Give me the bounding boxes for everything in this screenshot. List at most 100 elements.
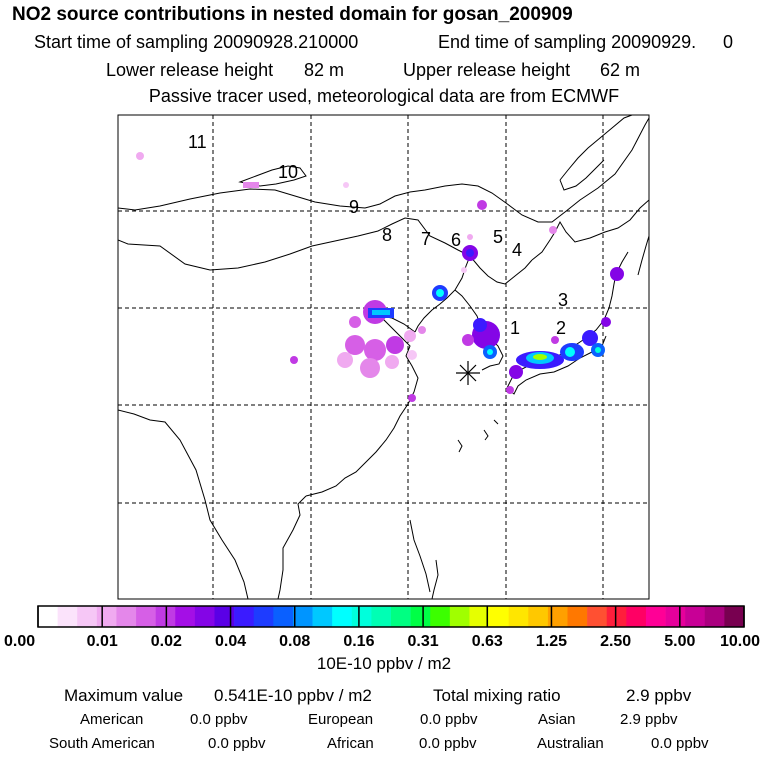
plume-cell: [360, 358, 380, 378]
colorbar-cell: [567, 606, 588, 627]
island-outline: [457, 439, 463, 453]
plume-cell: [136, 152, 144, 160]
colorbar-unit: 10E-10 ppbv / m2: [316, 654, 452, 673]
domain-label-8: 8: [382, 225, 392, 245]
colorbar-cell: [665, 606, 686, 627]
coastline: [637, 235, 649, 276]
colorbar-cell: [449, 606, 470, 627]
graticule: [118, 115, 649, 599]
region-value: 0.0 ppbv: [420, 711, 478, 728]
plume-cell: [551, 336, 559, 344]
total-mixing-value: 2.9 ppbv: [626, 686, 692, 705]
colorbar-cell: [253, 606, 274, 627]
coastline: [277, 495, 307, 599]
colorbar-cell: [116, 606, 137, 627]
colorbar-tick-label: 0.63: [472, 633, 503, 650]
max-value: 0.541E-10 ppbv / m2: [214, 686, 372, 705]
colorbar-cell: [489, 606, 509, 627]
colorbar-cell: [194, 606, 215, 627]
colorbar-cell: [214, 606, 235, 627]
end-time-value: 0: [723, 32, 734, 52]
colorbar-tick-label: 0.31: [408, 633, 439, 650]
colorbar-cell: [96, 606, 117, 627]
plume-cell: [506, 386, 514, 394]
colorbar-tick-label: 2.50: [600, 633, 631, 650]
colorbar-cell: [626, 606, 647, 627]
plume-cell: [386, 336, 404, 354]
region-name: American: [80, 711, 144, 728]
colorbar-cell: [234, 606, 255, 627]
plume-cell: [595, 347, 601, 353]
domain-label-6: 6: [451, 230, 461, 250]
domain-label-11: 11: [188, 132, 207, 152]
plume-cell: [243, 182, 259, 188]
plume-cell: [407, 350, 417, 360]
plume-cell: [610, 267, 624, 281]
colorbar-cell: [273, 606, 294, 627]
upper-height-label: Upper release height: [403, 60, 571, 80]
plume-cell: [582, 330, 598, 346]
tracer-note: Passive tracer used, meteorological data…: [148, 86, 620, 106]
colorbar-cell: [704, 606, 725, 627]
coastline: [431, 559, 439, 599]
colorbar-cell: [57, 606, 78, 627]
domain-label-5: 5: [493, 227, 503, 247]
plume-cell: [290, 356, 298, 364]
plume-cell: [462, 334, 474, 346]
colorbar-cell: [136, 606, 156, 627]
region-name: South American: [49, 735, 155, 752]
plume-cell: [345, 335, 365, 355]
domain-label-3: 3: [558, 290, 568, 310]
plume-cell: [372, 310, 390, 315]
upper-height-value: 62 m: [600, 60, 641, 80]
colorbar-cell: [410, 606, 431, 627]
plume-cell: [343, 182, 349, 188]
region-value: 2.9 ppbv: [620, 711, 678, 728]
start-time-label: Start time of sampling 20090928.210000: [34, 32, 359, 52]
domain-label-4: 4: [512, 240, 522, 260]
domain-label-2: 2: [556, 318, 566, 338]
plume-cell: [509, 365, 523, 379]
colorbar-tick-label: 0.02: [151, 633, 182, 650]
plume-cell: [461, 267, 467, 273]
colorbar-cell: [724, 606, 745, 627]
plume-cell: [385, 355, 399, 369]
asterisk-icon: [456, 361, 480, 385]
region-name: Australian: [537, 735, 604, 752]
colorbar-cell: [332, 606, 353, 627]
colorbar-cell: [77, 606, 98, 627]
colorbar-tick-label: 0.16: [343, 633, 374, 650]
page-title: NO2 source contributions in nested domai…: [12, 4, 573, 25]
colorbar-cell: [312, 606, 333, 627]
coastline: [559, 115, 633, 181]
lower-height-value: 82 m: [304, 60, 345, 80]
region-name: Asian: [538, 711, 576, 728]
colorbar-cell: [371, 606, 392, 627]
colorbar-cell: [508, 606, 529, 627]
lower-height-label: Lower release height: [106, 60, 274, 80]
lake-outline: [238, 165, 307, 187]
plume-cell: [477, 200, 487, 210]
colorbar-cell: [391, 606, 411, 627]
total-mixing-label: Total mixing ratio: [433, 686, 561, 705]
colorbar-cell: [351, 606, 372, 627]
domain-label-10: 10: [278, 162, 298, 182]
domain-label-9: 9: [349, 197, 359, 217]
plume-cell: [565, 347, 575, 357]
colorbar-tick-label: 0.04: [215, 633, 246, 650]
coastline: [409, 519, 431, 593]
coastlines-borders: [118, 115, 649, 599]
island-outline: [493, 419, 499, 425]
colorbar-cell: [685, 606, 706, 627]
colorbar-tick-label: 5.00: [664, 633, 695, 650]
plume-cell: [466, 249, 474, 257]
border-line: [118, 217, 533, 285]
end-time-label: End time of sampling 20090929.: [438, 32, 697, 52]
plume-cell: [487, 349, 493, 355]
border-line: [118, 117, 649, 223]
plume-cell: [404, 330, 416, 342]
colorbar-cell: [587, 606, 608, 627]
